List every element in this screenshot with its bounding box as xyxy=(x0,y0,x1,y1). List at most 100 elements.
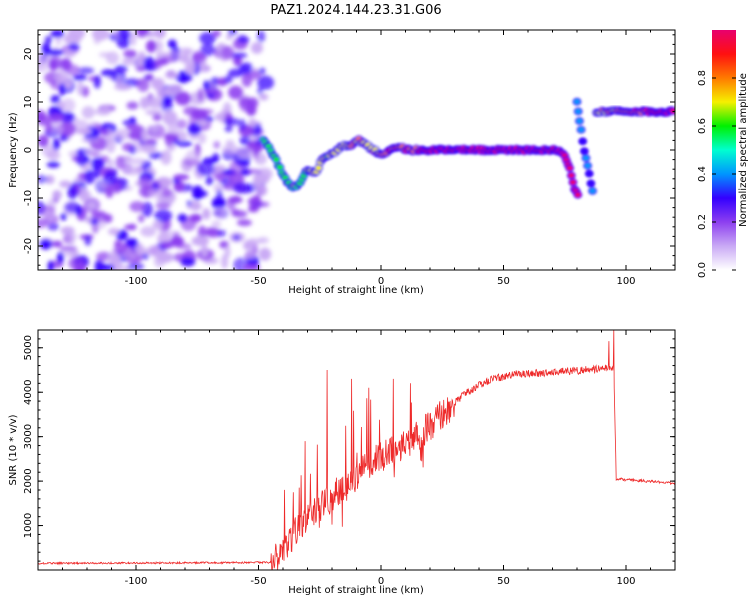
colorbar: 0.0 0.2 0.4 0.6 0.8 Normalized spectral ampl… xyxy=(697,30,749,278)
spectrogram-noise-blob xyxy=(48,56,63,70)
colorbar-tick-label: 0.0 xyxy=(697,262,708,278)
spectrogram-noise-blob xyxy=(202,208,211,220)
spectrogram-ytick-label: 0 xyxy=(23,147,34,153)
spectrogram-noise-blob xyxy=(212,30,221,38)
spectrogram-noise-blob xyxy=(67,185,78,200)
spectrogram-noise-blob xyxy=(147,188,164,198)
spectrogram-noise-blob xyxy=(185,149,201,165)
spectrogram-noise-blob xyxy=(103,213,113,223)
spectrogram-noise-blob xyxy=(61,98,76,113)
snr-xtick-label: 0 xyxy=(378,576,384,587)
spectrogram-noise-blob xyxy=(258,247,272,261)
spectrogram-noise-blob xyxy=(191,50,205,64)
snr-series-line xyxy=(38,330,675,570)
spectrogram-noise-blob xyxy=(140,226,157,237)
spectrogram-noise-blob xyxy=(199,31,216,45)
spectrogram-noise-blob xyxy=(144,138,157,145)
spectrogram-noise-blob xyxy=(160,241,174,249)
spectrogram-noise-blob xyxy=(39,239,52,250)
spectrogram-ytick-label: 20 xyxy=(23,48,34,61)
spectrogram-noise-blob xyxy=(152,220,164,230)
spectrogram-noise-blob xyxy=(232,182,251,194)
spectrogram-noise-blob xyxy=(52,189,63,200)
spectrogram-noise-blob xyxy=(96,251,112,262)
spectrogram-xtick-label: 100 xyxy=(616,276,635,287)
spectrogram-ridge-core xyxy=(574,99,580,105)
spectrogram-noise-blob xyxy=(105,184,114,199)
spectrogram-noise-blob xyxy=(147,245,163,257)
spectrogram-noise-blob xyxy=(136,30,147,38)
spectrogram-noise-blob xyxy=(137,214,145,223)
spectrogram-noise-blob xyxy=(154,209,173,222)
spectrogram-noise-blob xyxy=(198,132,207,144)
spectrogram-noise-blob xyxy=(164,49,183,61)
spectrogram-noise-blob xyxy=(116,35,130,49)
spectrogram-noise-blob xyxy=(97,265,115,270)
spectrogram-noise-blob xyxy=(58,121,77,137)
spectrogram-noise-blob xyxy=(100,128,109,137)
spectrogram-noise-blob xyxy=(76,128,92,135)
spectrogram-noise-blob xyxy=(164,133,179,141)
spectrogram-noise-blob xyxy=(114,240,122,247)
spectrogram-noise-blob xyxy=(162,95,173,107)
spectrogram-noise-blob xyxy=(129,32,137,46)
spectrogram-ridge-core xyxy=(273,157,280,162)
spectrogram-noise-blob xyxy=(258,185,268,196)
spectrogram-noise-blob xyxy=(90,218,99,225)
spectrogram-noise-blob xyxy=(173,180,185,193)
spectrogram-noise-blob xyxy=(236,219,252,227)
spectrogram-noise-blob xyxy=(179,47,194,55)
spectrogram-noise-blob xyxy=(87,201,97,209)
spectrogram-xtick-label: 50 xyxy=(497,276,510,287)
spectrogram-noise-blob xyxy=(98,52,111,58)
spectrogram-ridge-core xyxy=(575,109,582,114)
spectrogram-noise-blob xyxy=(164,72,180,78)
spectrogram-noise-blob xyxy=(246,168,262,175)
spectrogram-xtick-label: -100 xyxy=(125,276,148,287)
spectrogram-noise-blob xyxy=(63,49,76,59)
spectrogram-noise-blob xyxy=(59,180,72,188)
spectrogram-noise-blob xyxy=(129,157,146,166)
spectrogram-noise-blob xyxy=(91,30,110,41)
spectrogram-noise-blob xyxy=(247,140,257,147)
spectrogram-noise-blob xyxy=(232,195,240,201)
spectrogram-xtick-label: -50 xyxy=(250,276,266,287)
spectrogram-noise-blob xyxy=(45,120,53,134)
spectrogram-noise-blob xyxy=(244,238,258,251)
spectrogram-ridge-core xyxy=(589,188,596,194)
colorbar-label: Normalized spectral amplitude xyxy=(738,73,749,227)
colorbar-gradient xyxy=(712,30,736,270)
spectrogram-noise-blob xyxy=(239,136,251,146)
spectrogram-noise-blob xyxy=(67,30,86,40)
spectrogram-noise-blob xyxy=(129,201,146,212)
spectrogram-noise-blob xyxy=(64,64,80,76)
spectrogram-noise-blob xyxy=(77,67,95,75)
spectrogram-noise-blob xyxy=(73,177,81,183)
spectrogram-noise-blob xyxy=(246,97,259,109)
spectrogram-noise-blob xyxy=(141,128,148,143)
spectrogram-noise-blob xyxy=(51,240,63,248)
spectrogram-noise-blob xyxy=(146,97,164,109)
spectrogram-noise-blob xyxy=(256,167,273,181)
spectrogram-noise-blob xyxy=(47,260,54,270)
spectrogram-noise-blob xyxy=(167,122,178,137)
spectrogram-noise-blob xyxy=(45,175,55,185)
spectrogram-noise-blob xyxy=(38,134,49,148)
snr-ylabel: SNR (10 * v/v) xyxy=(8,414,19,485)
spectrogram-noise-blob xyxy=(228,85,244,100)
spectrogram-noise-blob xyxy=(154,30,166,39)
spectrogram-noise-blob xyxy=(64,232,78,242)
colorbar-tick-label: 0.4 xyxy=(697,166,708,182)
colorbar-tick-label: 0.6 xyxy=(697,118,708,134)
spectrogram-noise-blob xyxy=(258,93,269,101)
spectrogram-noise-blob xyxy=(224,125,233,133)
spectrogram-noise-blob xyxy=(190,200,202,212)
spectrogram-noise-blob xyxy=(38,174,48,184)
spectrogram-noise-blob xyxy=(232,234,241,241)
spectrogram-noise-blob xyxy=(57,251,64,264)
snr-ytick-label: 1000 xyxy=(23,513,34,538)
spectrogram-noise-blob xyxy=(252,180,262,190)
snr-xtick-label: -100 xyxy=(125,576,148,587)
spectrogram-noise-blob xyxy=(94,169,101,178)
